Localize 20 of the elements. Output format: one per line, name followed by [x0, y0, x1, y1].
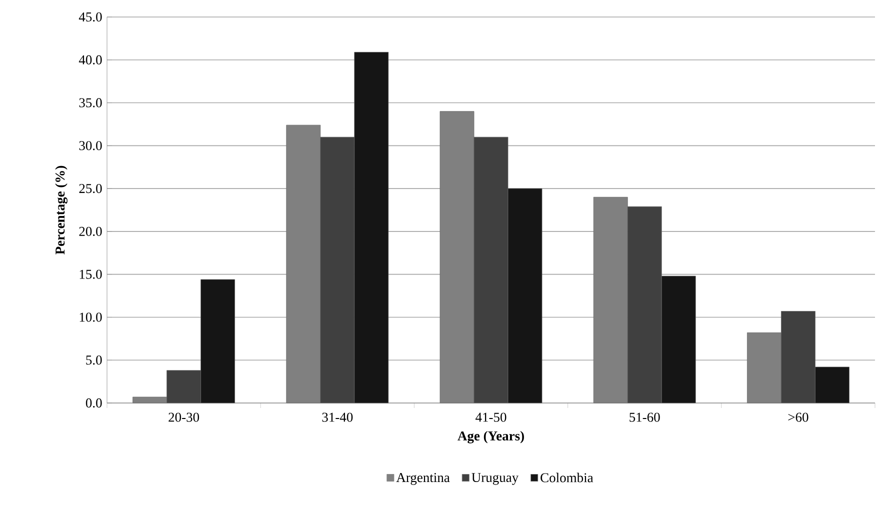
- y-tick-label: 35.0: [79, 98, 102, 108]
- x-tick-label: 41-50: [476, 412, 506, 422]
- y-tick-label: 45.0: [78, 12, 102, 22]
- y-tick-label: 0.0: [86, 398, 102, 408]
- x-tick-label: 51-60: [630, 412, 660, 422]
- x-tick-label: 31-40: [322, 412, 353, 422]
- legend-label: Argentina: [396, 473, 450, 485]
- legend-label: Uruguay: [472, 473, 519, 485]
- legend-label: Colombia: [540, 472, 594, 482]
- y-tick-label: 30.0: [79, 141, 102, 150]
- y-tick-label: 10.0: [80, 312, 102, 322]
- x-tick-label: >60: [788, 412, 808, 422]
- y-tick-label: 5.0: [86, 356, 102, 365]
- y-tick-label: 25.0: [79, 184, 102, 194]
- y-axis-title: Percentage (%): [55, 166, 68, 254]
- x-axis-title: Age (Years): [458, 431, 524, 444]
- x-tick-label: 20-30: [168, 412, 200, 422]
- y-tick-label: 20.0: [79, 226, 102, 236]
- y-tick-label: 40.0: [78, 55, 102, 64]
- y-tick-label: 15.0: [80, 270, 102, 279]
